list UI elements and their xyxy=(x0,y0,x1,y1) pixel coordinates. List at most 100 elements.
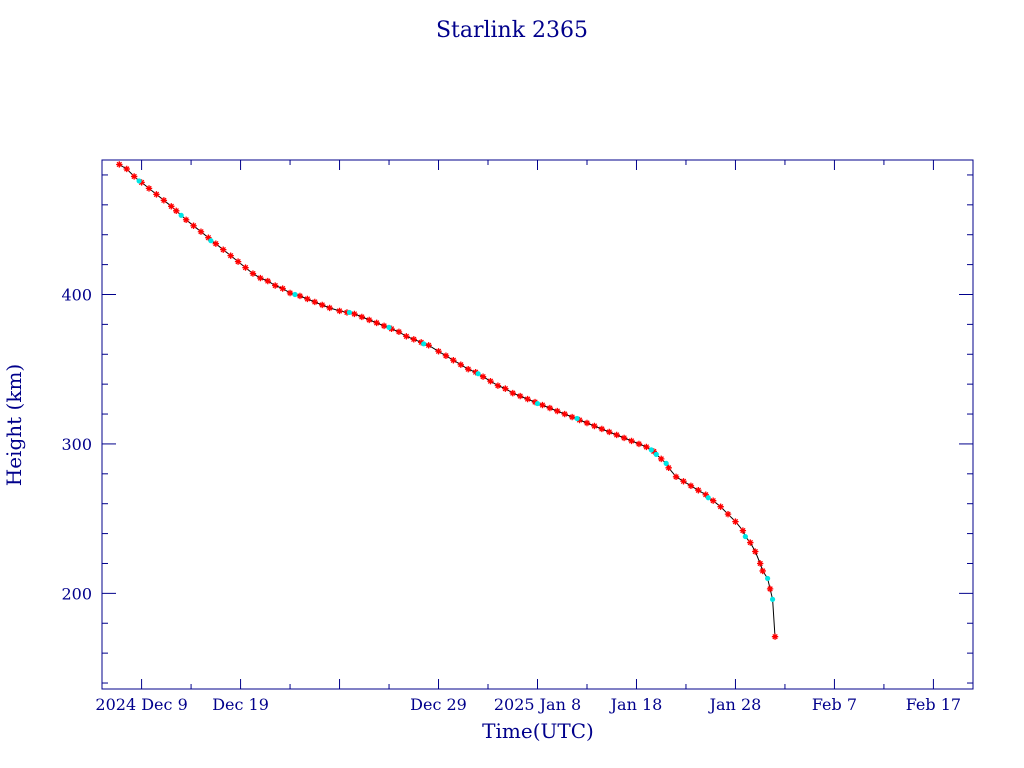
data-point xyxy=(554,407,561,415)
x-tick-label: Dec 19 xyxy=(212,695,269,714)
trajectory-line xyxy=(119,164,776,637)
data-point xyxy=(479,373,487,380)
data-point xyxy=(208,238,214,244)
x-tick-label: Feb 7 xyxy=(812,695,857,714)
data-point xyxy=(257,274,264,282)
data-point xyxy=(576,416,583,424)
data-point xyxy=(663,460,669,466)
y-tick-label: 300 xyxy=(61,435,92,454)
data-point xyxy=(494,382,502,389)
data-point xyxy=(421,341,427,347)
data-point xyxy=(336,307,343,315)
data-point xyxy=(272,282,279,289)
data-point xyxy=(403,333,410,340)
data-point xyxy=(380,322,388,330)
data-point xyxy=(472,368,479,376)
data-point xyxy=(319,301,326,309)
data-point xyxy=(292,291,298,298)
data-point xyxy=(388,325,395,333)
x-tick-label: 2024 Dec 9 xyxy=(95,695,187,714)
data-point xyxy=(546,404,554,412)
data-point xyxy=(450,357,457,364)
data-point xyxy=(234,258,242,265)
data-point xyxy=(242,264,249,271)
y-axis-label: Height (km) xyxy=(2,364,26,486)
data-point xyxy=(442,352,450,359)
data-point xyxy=(435,348,442,355)
data-point xyxy=(709,497,717,504)
data-point xyxy=(516,392,524,400)
data-point xyxy=(524,395,531,403)
axes xyxy=(101,159,974,690)
x-tick-label: Jan 18 xyxy=(609,695,663,714)
data-point xyxy=(534,400,541,407)
data-point xyxy=(205,234,212,241)
data-point xyxy=(598,425,606,433)
data-point xyxy=(509,389,516,397)
data-point xyxy=(123,165,130,173)
axis-ticks: 2024 Dec 9 Dec 19 Dec 29 2025 Jan 8 Jan 18 Ja… xyxy=(61,160,973,714)
x-axis-label: Time(UTC) xyxy=(482,719,594,743)
data-point xyxy=(425,342,432,349)
data-point xyxy=(116,161,123,168)
data-point xyxy=(653,451,659,457)
data-point xyxy=(606,428,613,436)
data-point xyxy=(766,585,774,593)
data-point xyxy=(249,270,257,277)
data-point xyxy=(182,216,190,223)
data-point xyxy=(168,203,175,210)
data-point xyxy=(145,185,153,192)
data-point xyxy=(742,533,748,540)
data-point xyxy=(672,473,680,481)
data-point xyxy=(138,179,145,186)
data-point xyxy=(628,437,635,445)
data-point xyxy=(756,560,764,567)
data-point xyxy=(173,207,180,215)
data-point xyxy=(475,371,481,377)
data-point xyxy=(487,377,494,385)
chart-title: Starlink 2365 xyxy=(436,18,588,43)
data-point xyxy=(680,478,687,485)
y-tick-label: 400 xyxy=(61,285,92,304)
data-point xyxy=(346,309,353,316)
data-point xyxy=(759,567,766,575)
data-point xyxy=(635,440,643,448)
data-point xyxy=(220,246,227,253)
data-point xyxy=(613,431,620,439)
x-tick-label: 2025 Jan 8 xyxy=(494,695,581,714)
data-point xyxy=(502,385,509,392)
data-point xyxy=(732,518,739,525)
data-point xyxy=(153,191,160,198)
data-point xyxy=(212,240,220,247)
data-point xyxy=(190,222,197,229)
data-point xyxy=(395,328,403,336)
data-point xyxy=(724,510,732,518)
x-tick-label: Feb 17 xyxy=(906,695,961,714)
data-point xyxy=(531,398,539,406)
data-point xyxy=(160,197,168,204)
data-point xyxy=(130,173,138,180)
data-point xyxy=(574,415,580,422)
data-point xyxy=(665,464,672,472)
data-point xyxy=(178,212,184,218)
data-point xyxy=(286,289,294,297)
data-point xyxy=(304,295,311,303)
data-point xyxy=(418,339,425,346)
data-point xyxy=(358,313,366,321)
data-point xyxy=(643,443,650,451)
data-point xyxy=(568,413,576,421)
x-tick-label: Jan 28 xyxy=(708,695,762,714)
data-point xyxy=(296,292,304,300)
data-point xyxy=(197,228,205,235)
data-point xyxy=(765,575,771,582)
data-point xyxy=(747,539,754,546)
data-point xyxy=(620,434,628,442)
data-point xyxy=(561,410,568,418)
data-point xyxy=(227,252,234,259)
data-point xyxy=(465,366,472,373)
data-point xyxy=(366,316,373,324)
data-point xyxy=(702,491,709,498)
plot-area xyxy=(116,161,779,640)
data-point xyxy=(739,527,747,534)
data-point xyxy=(771,633,779,640)
